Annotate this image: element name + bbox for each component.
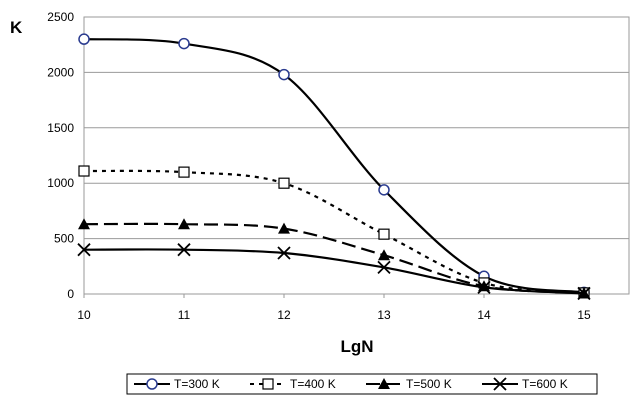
- plot-area: [83, 16, 630, 295]
- data-point: [278, 222, 290, 234]
- y-axis-title: K: [10, 18, 23, 37]
- legend-label: T=300 K: [174, 377, 220, 391]
- x-tick-label: 11: [178, 308, 191, 322]
- y-tick-label: 0: [67, 287, 74, 301]
- y-tick-label: 1000: [47, 176, 74, 190]
- x-tick-label: 14: [477, 308, 491, 322]
- data-point: [178, 166, 190, 178]
- legend-item: T=500 K: [366, 377, 452, 391]
- series-line: [83, 38, 585, 294]
- data-point: [78, 218, 90, 230]
- data-point: [493, 377, 507, 391]
- legend: T=300 K T=400 K T=500 K T=600 K: [126, 373, 598, 395]
- x-tick-label: 13: [377, 308, 391, 322]
- data-point: [377, 260, 391, 275]
- data-point: [78, 33, 90, 45]
- data-point: [378, 228, 390, 240]
- data-point: [178, 37, 190, 50]
- y-tick-label: 500: [54, 232, 74, 246]
- data-point: [278, 68, 290, 81]
- x-tick-labels: 10 11 12 13 14 15: [77, 308, 591, 322]
- data-point: [577, 286, 591, 301]
- data-point: [378, 249, 390, 261]
- data-point: [178, 218, 190, 230]
- legend-label: T=600 K: [522, 377, 568, 391]
- data-point: [177, 243, 191, 257]
- y-tick-label: 2000: [47, 65, 74, 79]
- y-tick-labels: 0 500 1000 1500 2000 2500: [47, 10, 74, 301]
- x-tick-label: 15: [577, 308, 591, 322]
- series-line: [83, 222, 585, 295]
- legend-box: [126, 373, 598, 395]
- data-point: [278, 177, 290, 189]
- series-layer: [77, 33, 591, 301]
- data-point: [277, 246, 291, 260]
- series-line: [83, 248, 585, 295]
- legend-item: T=300 K: [134, 377, 220, 391]
- data-point: [378, 378, 390, 389]
- gridlines: [83, 71, 629, 298]
- x-tick-label: 10: [77, 308, 91, 322]
- data-point: [146, 378, 158, 390]
- y-tick-label: 2500: [47, 10, 74, 24]
- y-tick-label: 1500: [47, 121, 74, 135]
- legend-item: T=600 K: [482, 377, 568, 391]
- series-4: [77, 243, 591, 301]
- legend-item: T=400 K: [250, 377, 336, 391]
- data-point: [378, 184, 390, 196]
- data-point: [78, 165, 90, 177]
- legend-label: T=500 K: [406, 377, 452, 391]
- data-point: [477, 280, 491, 294]
- data-point: [262, 378, 274, 390]
- legend-label: T=400 K: [290, 377, 336, 391]
- data-point: [77, 243, 91, 257]
- x-tick-label: 12: [277, 308, 291, 322]
- x-axis-title: LgN: [340, 337, 373, 356]
